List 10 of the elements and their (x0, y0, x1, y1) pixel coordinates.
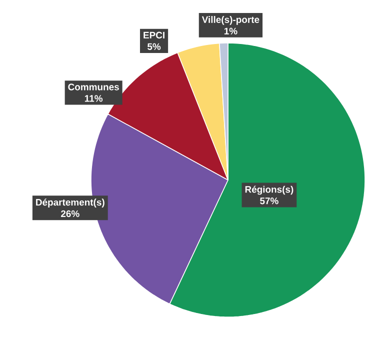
slice-label: EPCI (144, 32, 164, 39)
data-label: 26% (61, 210, 80, 218)
data-label: 1% (224, 28, 238, 34)
slice-label: Département(s) (36, 198, 104, 208)
slice-label: Régions(s) (245, 186, 294, 195)
slice-label: Communes (68, 84, 119, 90)
data-label: 5% (147, 43, 161, 50)
data-label: 57% (260, 198, 278, 204)
data-label: 11% (84, 95, 103, 102)
slice-label: Ville(s)-porte (202, 16, 260, 25)
